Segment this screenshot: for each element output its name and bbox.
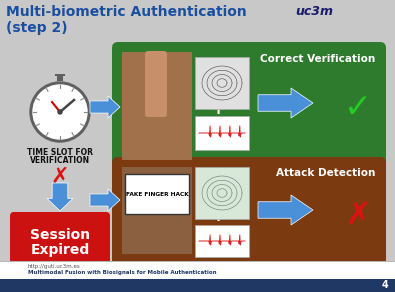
Polygon shape <box>90 96 120 118</box>
Text: VERIFICATION: VERIFICATION <box>30 156 90 165</box>
Text: +: + <box>211 100 226 118</box>
Text: (step 2): (step 2) <box>6 21 68 35</box>
Text: TIME SLOT FOR: TIME SLOT FOR <box>27 148 93 157</box>
Text: uc3m: uc3m <box>295 5 333 18</box>
Bar <box>55 74 65 76</box>
Text: 4: 4 <box>381 280 388 290</box>
Text: Correct Verification: Correct Verification <box>260 54 375 64</box>
Circle shape <box>58 110 62 114</box>
Text: Session: Session <box>30 228 90 242</box>
Text: ✗: ✗ <box>345 201 371 230</box>
Circle shape <box>30 82 90 142</box>
Text: FAKE FINGER HACK: FAKE FINGER HACK <box>126 192 188 197</box>
Text: Multi-biometric Authentication: Multi-biometric Authentication <box>6 5 247 19</box>
Polygon shape <box>90 189 120 211</box>
FancyBboxPatch shape <box>122 52 192 160</box>
FancyBboxPatch shape <box>10 212 110 266</box>
FancyBboxPatch shape <box>195 167 249 219</box>
Bar <box>0 261 395 279</box>
FancyBboxPatch shape <box>195 57 249 109</box>
Text: Attack Detection: Attack Detection <box>276 168 375 178</box>
FancyBboxPatch shape <box>195 225 249 257</box>
Polygon shape <box>258 88 313 118</box>
Text: +: + <box>211 207 226 225</box>
Text: http://guti.uc3m.es: http://guti.uc3m.es <box>28 264 81 269</box>
Bar <box>57 75 63 81</box>
Bar <box>88 106 93 110</box>
Polygon shape <box>258 195 313 225</box>
FancyBboxPatch shape <box>112 42 386 169</box>
FancyBboxPatch shape <box>145 51 167 117</box>
FancyBboxPatch shape <box>125 174 189 214</box>
Text: ✗: ✗ <box>51 167 69 187</box>
Text: Multimodal Fusion with Biosignals for Mobile Authentication: Multimodal Fusion with Biosignals for Mo… <box>28 270 216 275</box>
Bar <box>0 279 395 292</box>
FancyBboxPatch shape <box>122 167 192 254</box>
Circle shape <box>33 85 87 139</box>
FancyBboxPatch shape <box>195 116 249 150</box>
FancyBboxPatch shape <box>112 157 386 266</box>
Text: Expired: Expired <box>30 243 90 257</box>
Text: ✓: ✓ <box>344 91 372 124</box>
Polygon shape <box>47 183 73 211</box>
